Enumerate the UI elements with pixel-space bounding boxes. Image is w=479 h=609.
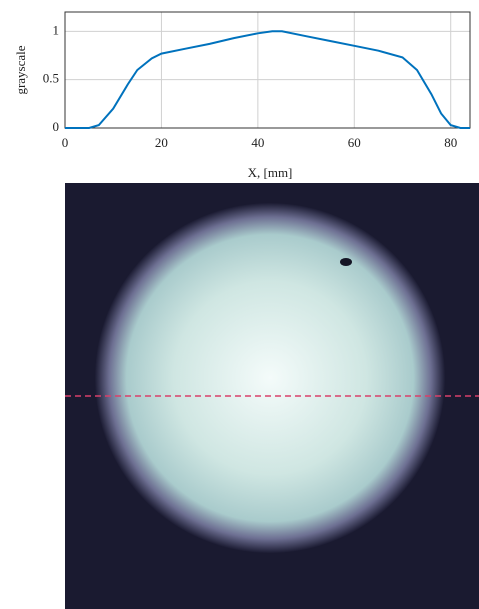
y-tick-label: 0.5 (43, 71, 59, 86)
profile-curve (65, 30, 470, 129)
x-tick-label: 0 (62, 135, 69, 150)
y-tick-label: 1 (53, 22, 60, 37)
x-tick-label: 40 (251, 135, 264, 150)
speck (340, 258, 352, 266)
x-tick-label: 60 (348, 135, 361, 150)
y-axis-label: grayscale (13, 45, 28, 94)
x-tick-label: 80 (444, 135, 457, 150)
light-spot (95, 203, 445, 553)
y-tick-label: 0 (53, 119, 60, 134)
x-tick-label: 20 (155, 135, 168, 150)
axes-box (64, 11, 471, 129)
x-axis-label: X, [mm] (248, 165, 293, 180)
plot: 0 20 40 60 80 0 0.5 1 (43, 11, 471, 150)
